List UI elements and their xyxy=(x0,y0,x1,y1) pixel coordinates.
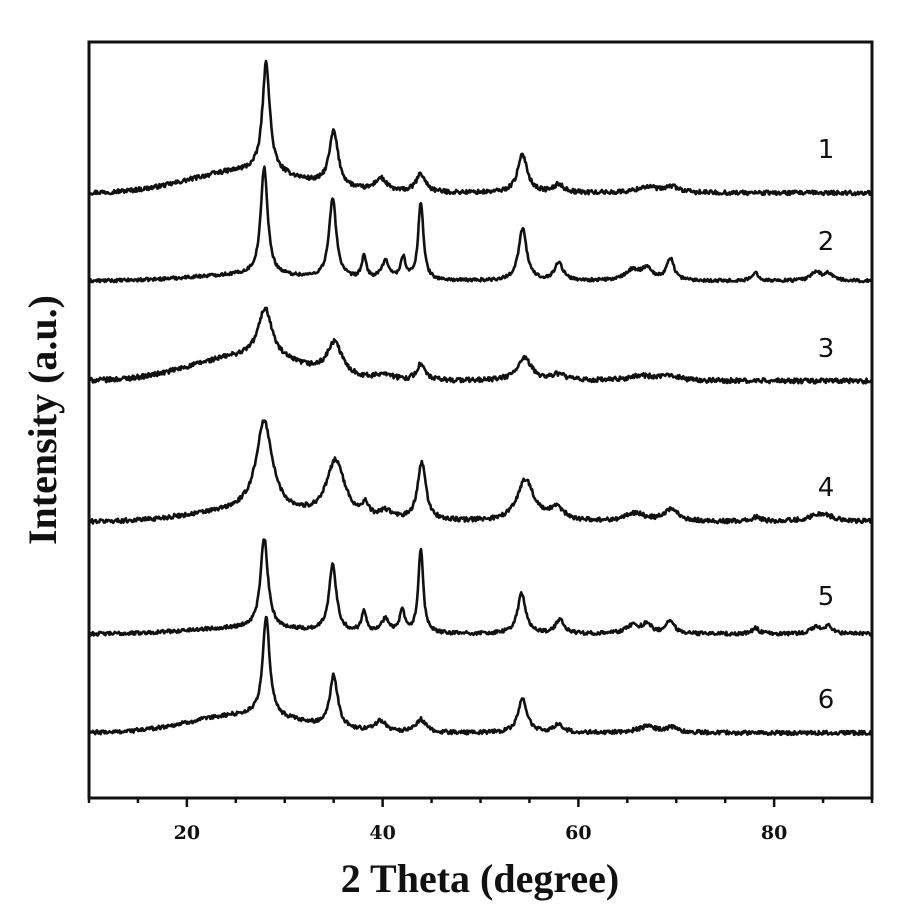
x-axis-title: 2 Theta (degree) xyxy=(341,856,619,901)
xrd-pattern-3 xyxy=(87,306,873,385)
x-tick-label: 40 xyxy=(369,822,395,844)
plot-frame xyxy=(87,40,874,800)
x-tick-label: 60 xyxy=(565,822,591,844)
series-label-3: 3 xyxy=(818,334,835,364)
series-labels: 1 2 3 4 5 6 xyxy=(818,135,835,715)
y-axis-title: Intensity (a.u.) xyxy=(20,295,65,545)
x-axis-ticks: 20 40 60 80 xyxy=(87,798,874,844)
xrd-pattern-5 xyxy=(88,538,873,637)
series-label-6: 6 xyxy=(818,685,835,715)
series-label-4: 4 xyxy=(818,473,835,503)
xrd-pattern-1 xyxy=(88,59,873,197)
xrd-pattern-6 xyxy=(88,615,874,737)
x-tick-label: 20 xyxy=(174,822,200,844)
series-label-5: 5 xyxy=(818,582,835,612)
x-tick-label: 80 xyxy=(761,822,787,844)
series-label-2: 2 xyxy=(818,227,835,257)
series-traces xyxy=(87,59,874,737)
series-label-1: 1 xyxy=(818,135,835,165)
xrd-pattern-4 xyxy=(87,419,874,525)
xrd-pattern-2 xyxy=(87,165,874,284)
